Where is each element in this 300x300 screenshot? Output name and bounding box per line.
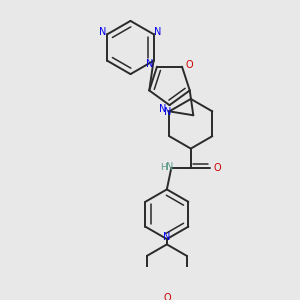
Text: O: O: [163, 292, 171, 300]
Text: N: N: [99, 27, 107, 38]
Text: O: O: [214, 163, 221, 173]
Text: H: H: [160, 163, 167, 172]
Text: N: N: [154, 27, 162, 38]
Text: N: N: [164, 107, 171, 117]
Text: N: N: [166, 162, 173, 172]
Text: N: N: [163, 232, 170, 242]
Text: O: O: [185, 60, 193, 70]
Text: N: N: [146, 59, 154, 69]
Text: N: N: [159, 104, 167, 114]
